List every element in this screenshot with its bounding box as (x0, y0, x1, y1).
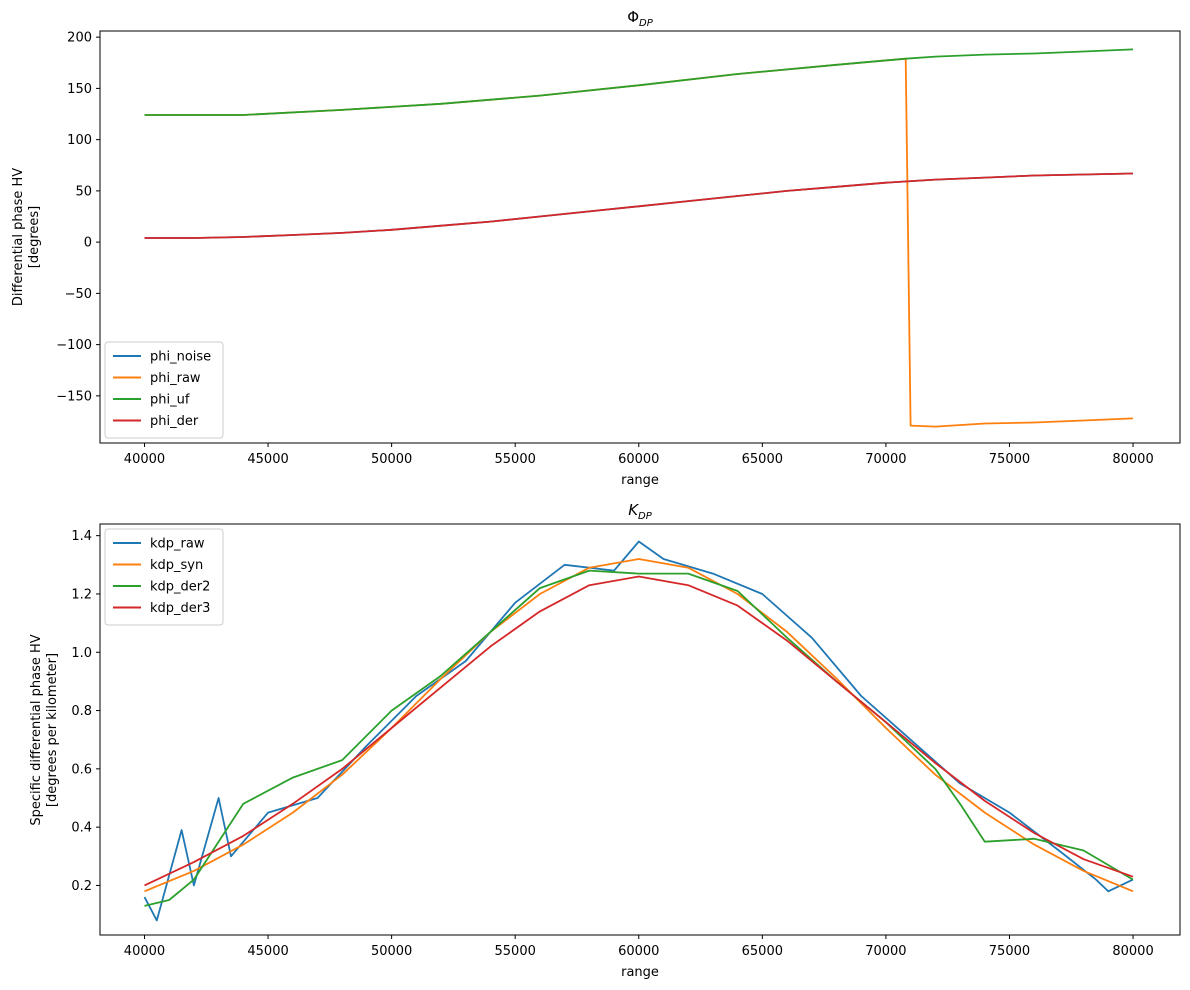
series-line-phi-uf (144, 48, 1134, 116)
kdp-y-label-line1: Specific differential phase HV (29, 634, 44, 825)
phi-dp-y-label-line2: [degrees] (27, 206, 42, 268)
y-tick-label: 50 (75, 184, 92, 199)
x-tick-label: 50000 (371, 452, 412, 467)
kdp-legend: kdp_raw kdp_syn kdp_der2 kdp_der3 (104, 528, 224, 626)
x-tick-label: 60000 (618, 944, 659, 959)
kdp-plot-area (99, 523, 1181, 936)
y-tick-label: 1.2 (71, 587, 92, 602)
y-tick-label: 0.2 (71, 879, 92, 894)
y-tick-label: 200 (67, 31, 92, 46)
legend-label: kdp_raw (150, 537, 205, 552)
series-lines (143, 540, 1134, 922)
y-tick-label: −50 (65, 287, 92, 302)
y-tick-label: 1.0 (71, 646, 92, 661)
x-tick-label: 55000 (495, 944, 536, 959)
x-tick-label: 60000 (618, 452, 659, 467)
y-tick-label: 0.4 (71, 821, 92, 836)
x-tick-label: 80000 (1112, 452, 1153, 467)
y-tick-label: 150 (67, 82, 92, 97)
x-tick-label: 65000 (742, 944, 783, 959)
y-tick-label: −150 (56, 389, 92, 404)
series-line-kdp-raw (143, 540, 1134, 922)
x-tick-label: 70000 (865, 452, 906, 467)
x-tick-label: 70000 (865, 944, 906, 959)
series-line-kdp-syn (144, 558, 1134, 893)
legend-label: phi_noise (150, 350, 211, 365)
phi-dp-plot-area (99, 30, 1181, 444)
series-line-phi-raw (144, 57, 1134, 428)
phi-dp-y-axis: −150 −100 −50 0 50 100 150 200 (56, 31, 100, 404)
x-tick-label: 75000 (989, 944, 1030, 959)
plot-frame (99, 523, 1181, 936)
legend-box (104, 528, 224, 626)
legend-label: kdp_der3 (150, 601, 210, 616)
phi-dp-x-label: range (621, 473, 659, 488)
phi-dp-title: ΦDP (627, 8, 654, 29)
kdp-x-label: range (621, 965, 659, 980)
plot-frame (99, 30, 1181, 444)
x-tick-label: 55000 (495, 452, 536, 467)
y-tick-label: 0.8 (71, 704, 92, 719)
phi-dp-y-label-line1: Differential phase HV (11, 168, 26, 306)
y-tick-label: −100 (56, 338, 92, 353)
x-tick-label: 50000 (371, 944, 412, 959)
kdp-x-axis: 40000 45000 50000 55000 60000 65000 70000 75000… (124, 935, 1154, 959)
kdp-y-label-line2: [degrees per kilometer] (45, 653, 60, 807)
x-tick-label: 45000 (247, 944, 288, 959)
y-tick-label: 0.6 (71, 762, 92, 777)
series-lines (144, 48, 1134, 428)
series-line-kdp-der2 (144, 569, 1134, 907)
x-tick-label: 45000 (247, 452, 288, 467)
phi-dp-legend: phi_noise phi_raw phi_uf phi_der (104, 341, 224, 439)
y-tick-label: 0 (84, 236, 92, 251)
series-line-phi-der (144, 172, 1134, 239)
kdp-panel: KDP 0.2 0.4 0.6 0.8 1.0 1.2 1.4 40000 45000 5000… (29, 501, 1181, 980)
legend-label: phi_der (150, 414, 199, 429)
legend-label: phi_raw (150, 371, 201, 386)
legend-label: kdp_der2 (150, 580, 210, 595)
x-tick-label: 65000 (742, 452, 783, 467)
y-tick-label: 1.4 (71, 529, 92, 544)
series-line-kdp-der3 (144, 575, 1134, 887)
legend-box (104, 341, 224, 439)
x-tick-label: 75000 (989, 452, 1030, 467)
x-tick-label: 80000 (1112, 944, 1153, 959)
legend-label: kdp_syn (150, 558, 203, 573)
phi-dp-panel: ΦDP −150 −100 −50 0 50 100 150 200 40000 45000 50… (11, 8, 1181, 488)
phi-dp-x-axis: 40000 45000 50000 55000 60000 65000 70000 75000… (124, 443, 1154, 467)
y-tick-label: 100 (67, 133, 92, 148)
kdp-y-axis: 0.2 0.4 0.6 0.8 1.0 1.2 1.4 (71, 529, 100, 894)
x-tick-label: 40000 (124, 944, 165, 959)
kdp-title: KDP (628, 501, 653, 522)
legend-label: phi_uf (150, 393, 190, 408)
x-tick-label: 40000 (124, 452, 165, 467)
